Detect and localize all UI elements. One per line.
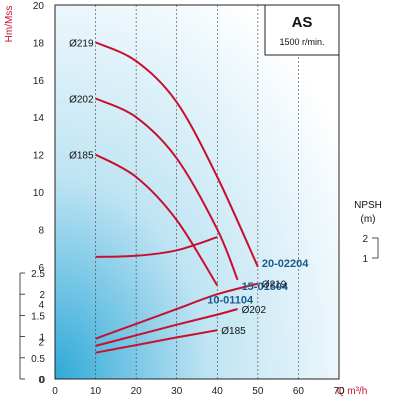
head-y-tick-label: 12: [33, 151, 45, 162]
curve-labels: Ø219 20-02204 Ø202 15-01504 Ø185 10-01104 Ø219…: [69, 38, 309, 337]
power-curve: [95, 308, 238, 347]
head-curve: [95, 97, 239, 281]
head-curve: [95, 41, 259, 268]
title: AS: [292, 14, 313, 31]
npsh-y-tick-label: 2: [362, 234, 368, 245]
x-tick-label: 0: [52, 386, 58, 397]
x-tick-label: 10: [90, 386, 102, 397]
x-tick-label: 70: [333, 386, 345, 397]
head-y-tick-label: 2: [38, 338, 44, 349]
power-y-tick-label: 1: [39, 333, 45, 344]
npsh-curve: [95, 236, 218, 258]
head-y-tick-label: 18: [33, 38, 45, 49]
power-y-tick-label: 1.5: [31, 311, 45, 322]
x-axis-label: Q m³/h: [337, 386, 368, 397]
head-curve: [95, 153, 219, 287]
model-label: 15-01504: [242, 281, 289, 293]
power-curve-label: Ø185: [221, 326, 246, 337]
x-tick-label: 20: [131, 386, 143, 397]
model-label: 10-01104: [207, 295, 254, 307]
head-y-tick-label: 4: [38, 300, 44, 311]
power-curve: [95, 329, 218, 354]
head-y-tick-label: 20: [33, 1, 45, 12]
head-y-tick-label: 8: [38, 225, 44, 236]
npsh-y-tick-label: 1: [362, 254, 368, 265]
curves: [95, 41, 259, 354]
axis-ticks: 0 10 20 30 40 50 60 700246810121416182000.511.5…: [19, 1, 379, 397]
head-y-tick-label: 6: [38, 263, 44, 274]
npsh-axis-label: NPSH: [354, 200, 382, 211]
power-y-tick-label: 2: [39, 290, 45, 301]
power-y-tick-label: 0.5: [31, 354, 45, 365]
npsh-axis-unit: (m): [361, 214, 376, 225]
head-y-tick-label: 16: [33, 76, 45, 87]
head-curve-label: Ø185: [69, 151, 94, 162]
speed-label: 1500 r/min.: [279, 37, 324, 47]
head-y-tick-label: 10: [33, 188, 45, 199]
power-curve: [95, 282, 259, 340]
x-tick-label: 30: [171, 386, 183, 397]
head-y-tick-label: 14: [33, 113, 45, 124]
power-curve-label: Ø219: [262, 280, 287, 291]
head-axis-label: Hm/Mss: [4, 6, 15, 43]
x-tick-label: 50: [252, 386, 264, 397]
x-tick-label: 40: [212, 386, 224, 397]
power-curve-label: Ø202: [242, 305, 267, 316]
x-tick-label: 60: [293, 386, 305, 397]
head-y-tick-label: 0: [38, 375, 44, 386]
head-curve-label: Ø219: [69, 38, 94, 49]
power-y-tick-label: 0: [39, 375, 45, 386]
power-y-tick-label: 2.5: [31, 269, 45, 280]
head-curve-label: Ø202: [69, 95, 94, 106]
plot-frame: [54, 4, 340, 380]
title-box: [264, 4, 340, 56]
model-label: 20-02204: [262, 258, 309, 270]
